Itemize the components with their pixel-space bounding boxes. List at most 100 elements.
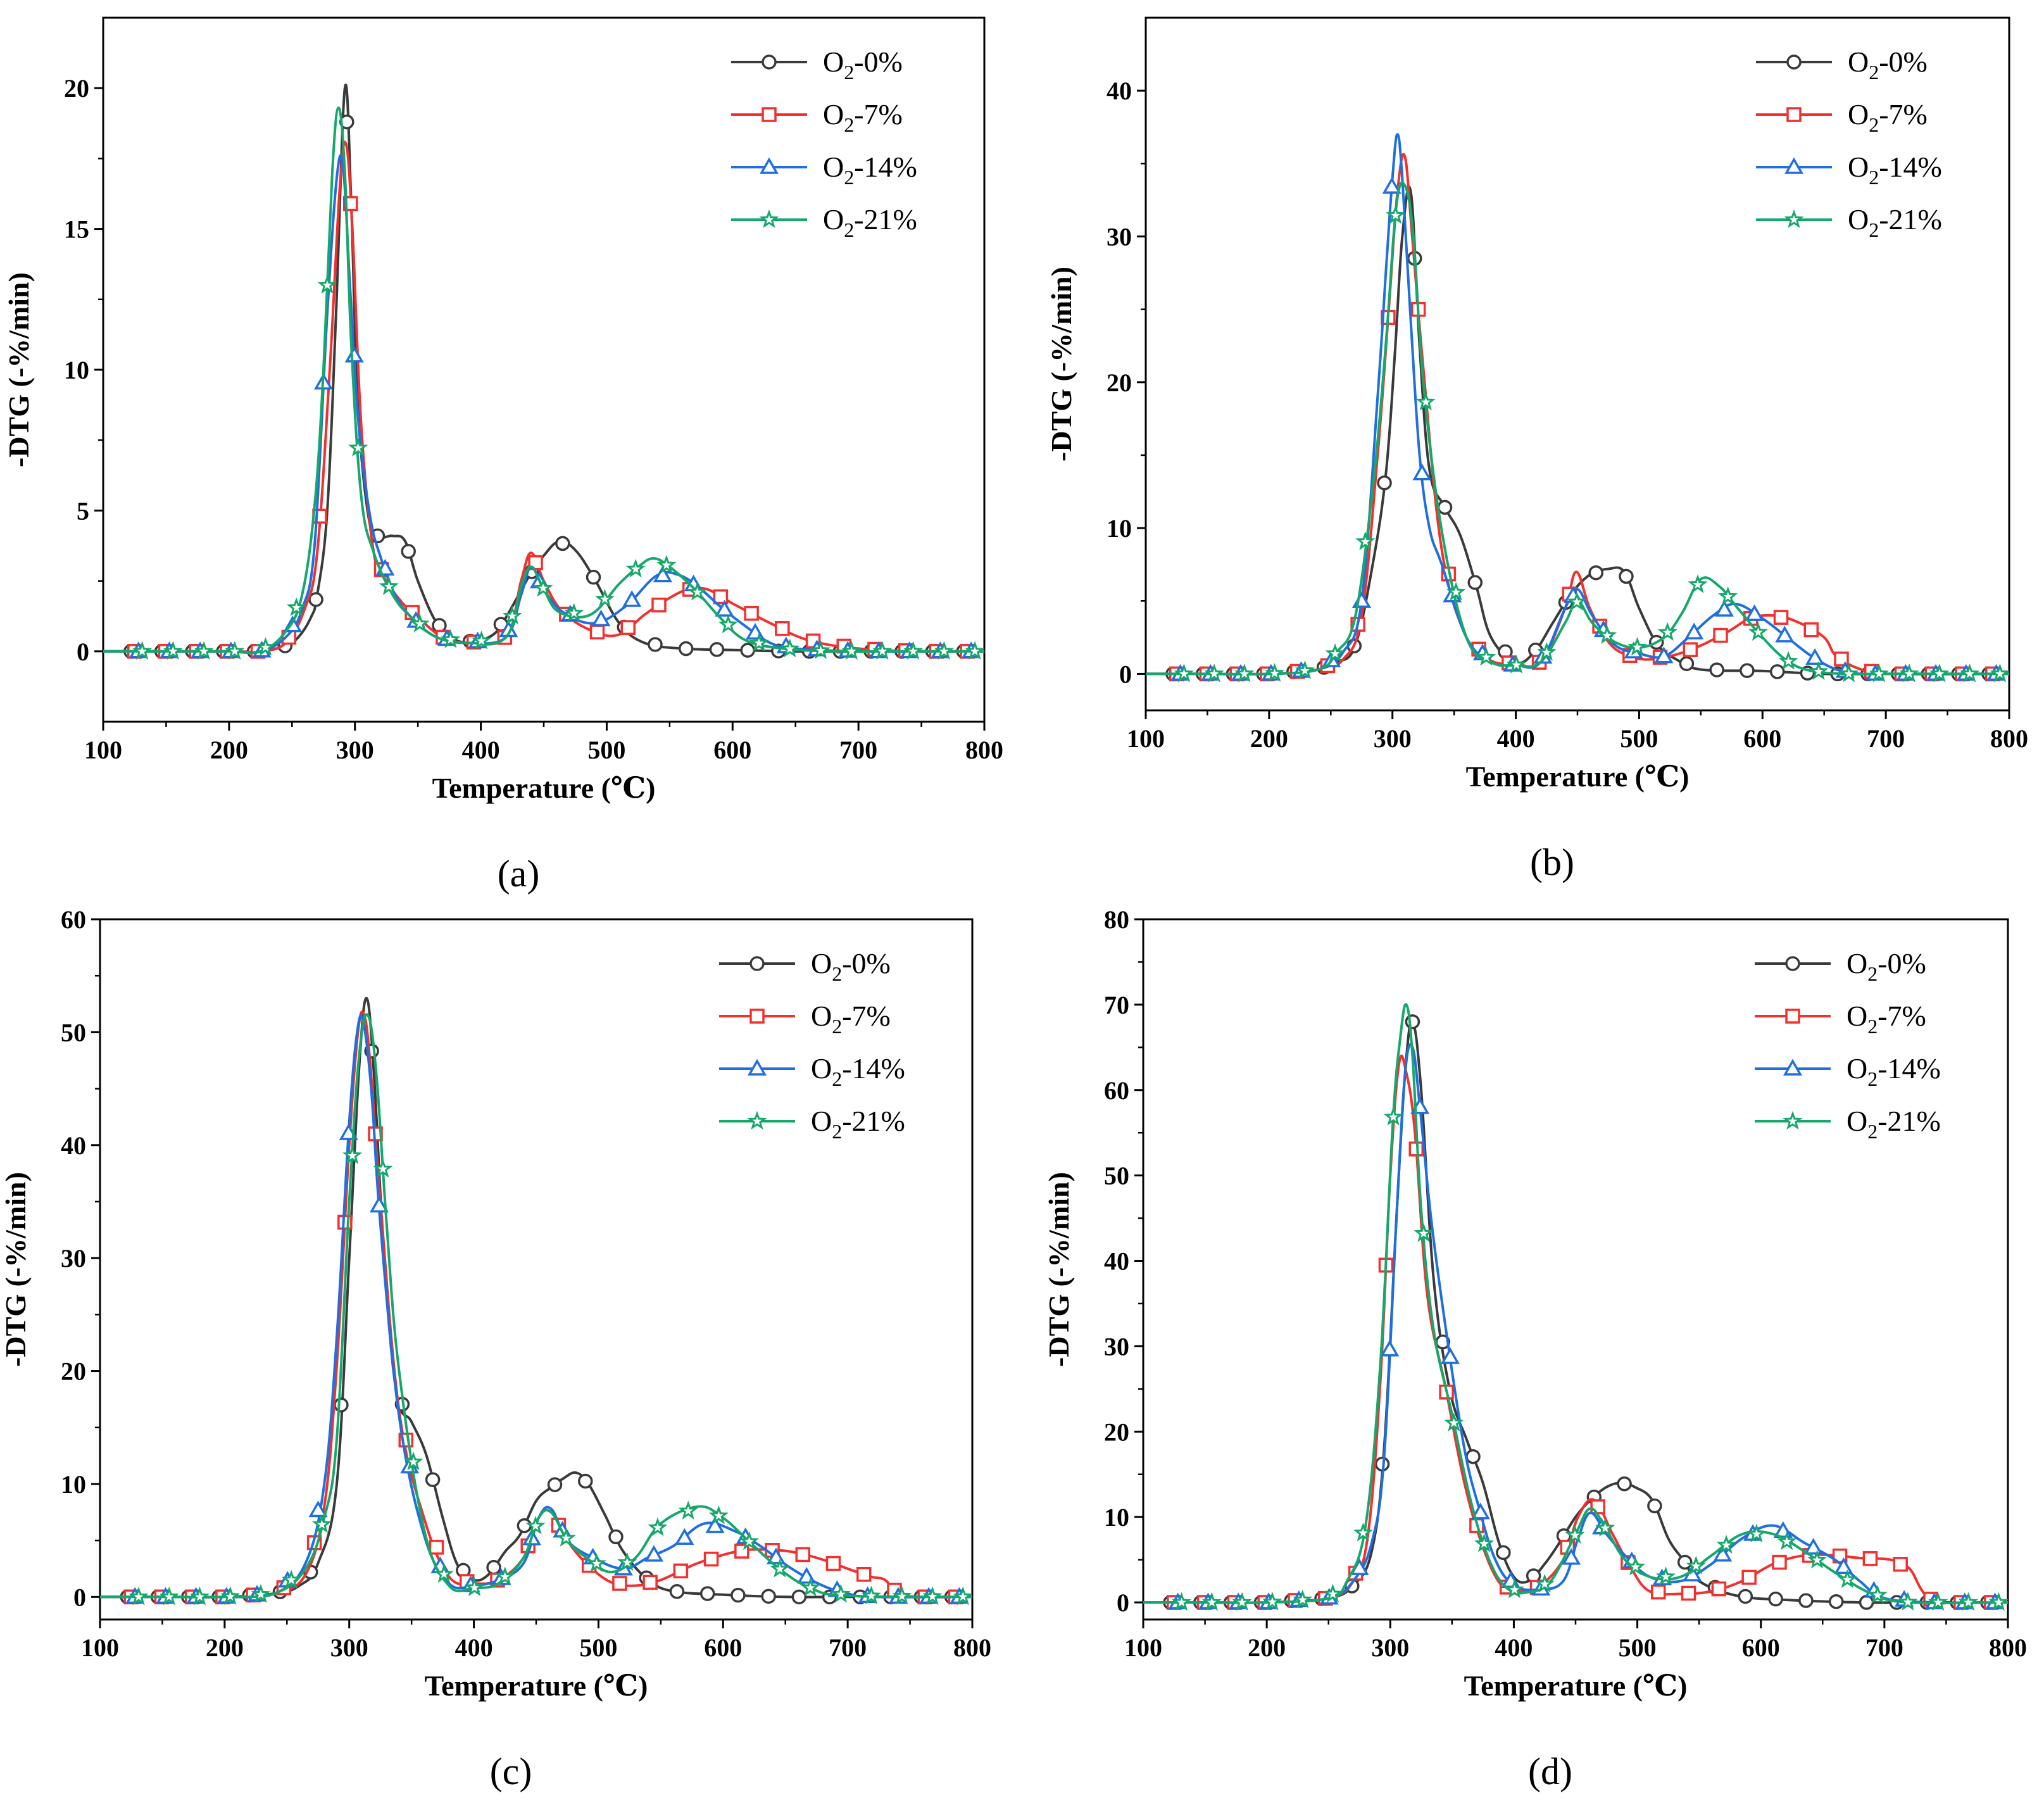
data-point xyxy=(1798,1593,1814,1608)
y-axis-label: -DTG (-%/min) xyxy=(0,1172,32,1367)
data-point xyxy=(1772,1554,1787,1570)
legend: O2-0% O2-7% O2-14% O2-21% xyxy=(1755,947,1941,1143)
data-point xyxy=(1617,1476,1632,1492)
data-point xyxy=(800,1577,820,1597)
data-point xyxy=(1898,1592,1918,1611)
data-point xyxy=(525,1516,546,1535)
data-point xyxy=(746,622,765,640)
series-line xyxy=(103,106,984,655)
data-point xyxy=(892,1585,912,1605)
data-point xyxy=(1437,500,1453,515)
series-line xyxy=(103,84,984,653)
panel-label: (c) xyxy=(490,1751,532,1792)
x-tick-label: 200 xyxy=(1250,724,1288,753)
data-point xyxy=(1470,1502,1490,1519)
data-point xyxy=(1465,1449,1481,1464)
data-point xyxy=(1506,655,1527,674)
data-point xyxy=(1867,1585,1888,1604)
data-point xyxy=(1777,1531,1797,1550)
panel-label: (b) xyxy=(1530,841,1574,883)
legend-item: O2-14% xyxy=(1755,1052,1941,1090)
data-point xyxy=(1590,1499,1605,1514)
y-tick-label: 20 xyxy=(1104,1418,1129,1446)
data-point xyxy=(965,641,984,660)
data-point xyxy=(1446,582,1466,601)
y-tick-label: 80 xyxy=(1104,905,1129,934)
legend-marker xyxy=(747,1059,767,1076)
data-point xyxy=(761,1588,776,1604)
legend-text: O2-21% xyxy=(1848,203,1942,241)
y-tick-label: 40 xyxy=(1104,1247,1129,1276)
x-tick-label: 700 xyxy=(1867,724,1905,753)
legend-item: O2-14% xyxy=(719,1052,905,1090)
data-point xyxy=(1773,610,1789,625)
data-point xyxy=(286,597,306,617)
data-point xyxy=(591,609,611,627)
data-point xyxy=(1476,646,1496,666)
data-point xyxy=(410,613,430,632)
data-point xyxy=(1769,664,1785,679)
data-point xyxy=(1714,600,1734,617)
legend-marker xyxy=(759,209,779,229)
data-point xyxy=(1862,1551,1878,1566)
data-point xyxy=(517,1518,532,1533)
data-point xyxy=(1595,1518,1615,1537)
x-tick-label: 800 xyxy=(965,736,1003,764)
x-tick-label: 100 xyxy=(84,736,122,764)
data-point xyxy=(651,597,667,613)
data-point xyxy=(1386,205,1406,224)
data-point xyxy=(1768,1591,1783,1607)
data-point xyxy=(348,437,368,456)
data-point xyxy=(132,641,153,660)
data-point xyxy=(194,641,214,660)
data-point xyxy=(903,641,924,660)
x-tick-label: 800 xyxy=(1989,1633,2027,1662)
data-point xyxy=(1711,1581,1727,1597)
legend-text: O2-14% xyxy=(811,1052,905,1090)
x-axis-label: Temperature (℃) xyxy=(1464,1670,1688,1702)
data-point xyxy=(643,1575,658,1590)
y-tick-label: 10 xyxy=(61,1470,86,1499)
data-point xyxy=(775,621,790,636)
data-point xyxy=(617,1552,637,1571)
data-point xyxy=(1686,1556,1706,1575)
data-point xyxy=(1718,586,1738,605)
data-point xyxy=(1444,1412,1464,1432)
x-tick-label: 400 xyxy=(462,736,500,764)
data-point xyxy=(1626,1556,1646,1576)
data-point xyxy=(625,558,646,578)
data-point xyxy=(472,630,492,650)
legend-item: O2-0% xyxy=(731,46,903,84)
x-tick-label: 300 xyxy=(1374,724,1412,753)
legend-marker xyxy=(762,107,777,122)
y-tick-label: 0 xyxy=(73,1583,86,1611)
legend-item: O2-14% xyxy=(731,151,917,189)
data-point xyxy=(811,640,831,659)
x-axis-label: Temperature (℃) xyxy=(425,1670,648,1702)
legend-item: O2-0% xyxy=(1756,46,1928,84)
data-point xyxy=(1496,1545,1511,1561)
data-point xyxy=(705,1516,725,1533)
legend-text: O2-7% xyxy=(811,1000,891,1038)
data-point xyxy=(220,1586,241,1605)
data-point xyxy=(620,620,636,635)
data-point xyxy=(612,1576,627,1591)
legend-text: O2-14% xyxy=(1846,1052,1941,1090)
series-line xyxy=(100,1014,972,1599)
data-point xyxy=(1232,1592,1252,1611)
data-point xyxy=(434,1564,454,1583)
data-point xyxy=(1709,662,1724,677)
data-point xyxy=(1588,565,1603,581)
data-point xyxy=(281,1569,301,1589)
data-point xyxy=(586,569,601,585)
data-point xyxy=(1929,663,1950,682)
data-point xyxy=(578,1473,593,1489)
x-tick-label: 100 xyxy=(1124,1633,1162,1662)
y-tick-label: 30 xyxy=(1107,222,1132,251)
x-tick-label: 200 xyxy=(206,1633,244,1662)
legend-marker xyxy=(1785,1009,1800,1024)
series-line xyxy=(1143,1054,2008,1605)
data-point xyxy=(1565,1525,1585,1544)
legend-item: O2-7% xyxy=(1755,1000,1926,1038)
